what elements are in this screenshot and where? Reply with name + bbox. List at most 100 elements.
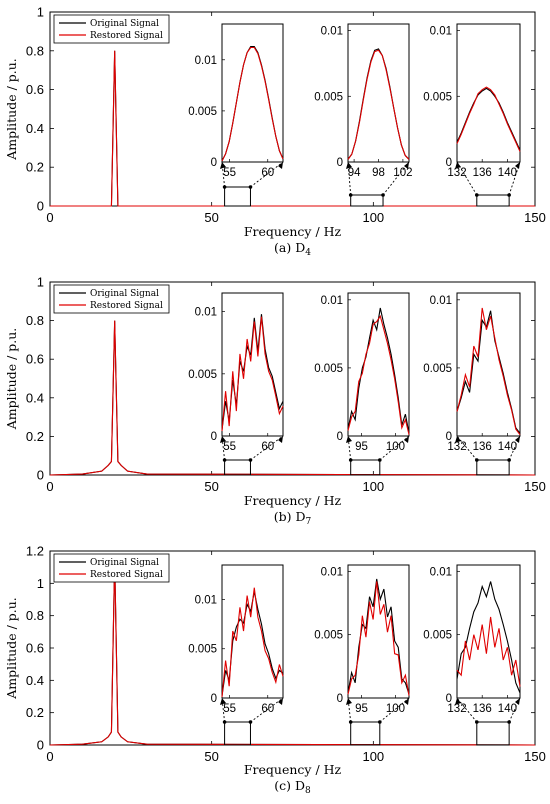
inset-y-tick-label: 0: [211, 431, 217, 443]
inset-y-tick-label: 0.005: [423, 91, 452, 103]
inset-x-tick-label: 140: [498, 441, 517, 453]
inset-y-tick-label: 0.01: [430, 26, 452, 38]
zoom-region-box: [476, 194, 510, 207]
inset-y-tick-label: 0.005: [188, 369, 217, 381]
inset-y-tick-label: 0.01: [195, 594, 217, 606]
axes-frame: [49, 281, 536, 476]
zoom-arrowhead-left: [346, 162, 352, 169]
inset-x-tick-label: 60: [261, 441, 274, 453]
zoom-region-box: [350, 459, 381, 476]
y-tick-label: 0.2: [26, 429, 44, 444]
inset-frame: [221, 23, 284, 163]
inset-series-restored: [347, 314, 410, 435]
legend-label-original: Original Signal: [90, 558, 159, 568]
y-tick-label: 0.4: [26, 673, 44, 688]
y-tick-label: 0.6: [26, 82, 44, 97]
zoom-connector-right: [250, 161, 284, 188]
legend-label-restored: Restored Signal: [90, 301, 163, 311]
legend: Original Signal Restored Signal: [53, 14, 170, 44]
legend-label-restored: Restored Signal: [90, 31, 163, 41]
zoom-anchor-right: [507, 193, 511, 197]
inset-y-tick-label: 0.005: [314, 363, 343, 375]
zoom-connector-left: [347, 161, 352, 196]
y-axis-label: Amplitude / p.u.: [4, 58, 19, 161]
caption-main: (a) D: [274, 240, 305, 255]
caption-main: (c) D: [274, 778, 305, 793]
chart-panel-1: 0 50 100 150 0 0.2 0.4 0.6 0.8 1 Frequency / Hz Amp…: [4, 5, 546, 259]
y-axis-label: Amplitude / p.u.: [4, 597, 19, 700]
legend-label-restored: Restored Signal: [90, 570, 163, 580]
zoom-arrowhead-left: [220, 162, 226, 169]
zoom-region-box: [224, 459, 251, 476]
inset-y-tick-label: 0.01: [195, 55, 217, 67]
zoom-arrowhead-left: [455, 436, 461, 443]
inset-frame: [456, 23, 521, 163]
inset-y-tick-label: 0.01: [195, 307, 217, 319]
y-tick-label: 0.8: [26, 313, 44, 328]
inset-series-restored: [347, 581, 410, 696]
legend-box: [53, 553, 170, 583]
zoom-arrowhead-left: [220, 436, 226, 443]
zoom-arrowhead-right: [278, 698, 283, 705]
inset-y-tick-label: 0: [337, 431, 343, 443]
y-tick-label: 0.8: [26, 608, 44, 623]
x-axis-label: Frequency / Hz: [244, 762, 342, 777]
y-tick-label: 0.2: [26, 160, 44, 175]
inset-x-tick-label: 55: [223, 703, 236, 715]
zoom-arrowhead-right: [515, 436, 520, 443]
y-tick-label: 0.6: [26, 641, 44, 656]
inset-series-original: [456, 581, 521, 694]
x-tick-label: 100: [362, 749, 384, 764]
inset-y-tick-label: 0: [337, 157, 343, 169]
zoom-inset-3: 0 0.005 0.01 132 136 140: [423, 564, 521, 746]
inset-series-restored: [221, 46, 284, 162]
inset-x-tick-label: 140: [498, 703, 517, 715]
zoom-arrowhead-left: [346, 436, 352, 443]
zoom-arrowhead-right: [278, 436, 283, 443]
inset-x-tick-label: 98: [372, 167, 385, 179]
x-tick-label: 100: [362, 479, 384, 494]
inset-frame: [347, 23, 410, 163]
zoom-anchor-left: [475, 720, 479, 724]
zoom-anchor-left: [348, 720, 353, 724]
inset-y-tick-label: 0.01: [321, 295, 343, 307]
zoom-arrowhead-left: [220, 698, 226, 705]
inset-x-tick-label: 100: [386, 703, 405, 715]
inset-y-tick-label: 0: [446, 431, 452, 443]
zoom-anchor-left: [222, 458, 227, 462]
inset-series-restored: [456, 307, 521, 435]
zoom-arrowhead-left: [455, 698, 461, 705]
y-tick-label: 0.2: [26, 705, 44, 720]
zoom-region-box: [476, 721, 510, 746]
y-tick-label: 0: [37, 738, 44, 753]
x-axis-label: Frequency / Hz: [244, 224, 342, 239]
zoom-arrowhead-right: [278, 162, 283, 169]
chart-panel-3: 0 50 100 150 0 0.2 0.4 0.6 0.8 1 1.2 Frequency / Hz…: [4, 544, 546, 797]
y-tick-label: 0.4: [26, 390, 44, 405]
zoom-inset-1: 0 0.005 0.01 55 60: [188, 292, 284, 476]
inset-y-tick-label: 0.005: [188, 644, 217, 656]
y-tick-label: 1: [37, 576, 44, 591]
panel-caption: (a) D4: [274, 240, 311, 258]
zoom-arrowhead-right: [404, 436, 409, 443]
panel-caption: (c) D8: [274, 778, 311, 796]
zoom-anchor-left: [348, 193, 353, 197]
x-tick-label: 50: [204, 210, 218, 225]
inset-series-restored: [221, 316, 284, 432]
zoom-anchor-left: [475, 193, 479, 197]
zoom-anchor-right: [378, 720, 382, 724]
inset-x-tick-label: 55: [223, 167, 236, 179]
y-tick-label: 1.2: [26, 544, 44, 559]
zoom-connector-right: [382, 161, 410, 196]
legend: Original Signal Restored Signal: [53, 284, 170, 314]
inset-x-tick-label: 94: [348, 167, 361, 179]
y-tick-label: 0: [37, 468, 44, 483]
inset-y-tick-label: 0: [446, 157, 452, 169]
inset-y-tick-label: 0.005: [188, 106, 217, 118]
inset-x-tick-label: 136: [473, 167, 492, 179]
zoom-anchor-right: [248, 720, 253, 724]
inset-y-tick-label: 0: [211, 157, 217, 169]
caption-subscript: 8: [305, 786, 311, 796]
zoom-anchor-left: [475, 458, 479, 462]
inset-x-tick-label: 102: [393, 167, 412, 179]
